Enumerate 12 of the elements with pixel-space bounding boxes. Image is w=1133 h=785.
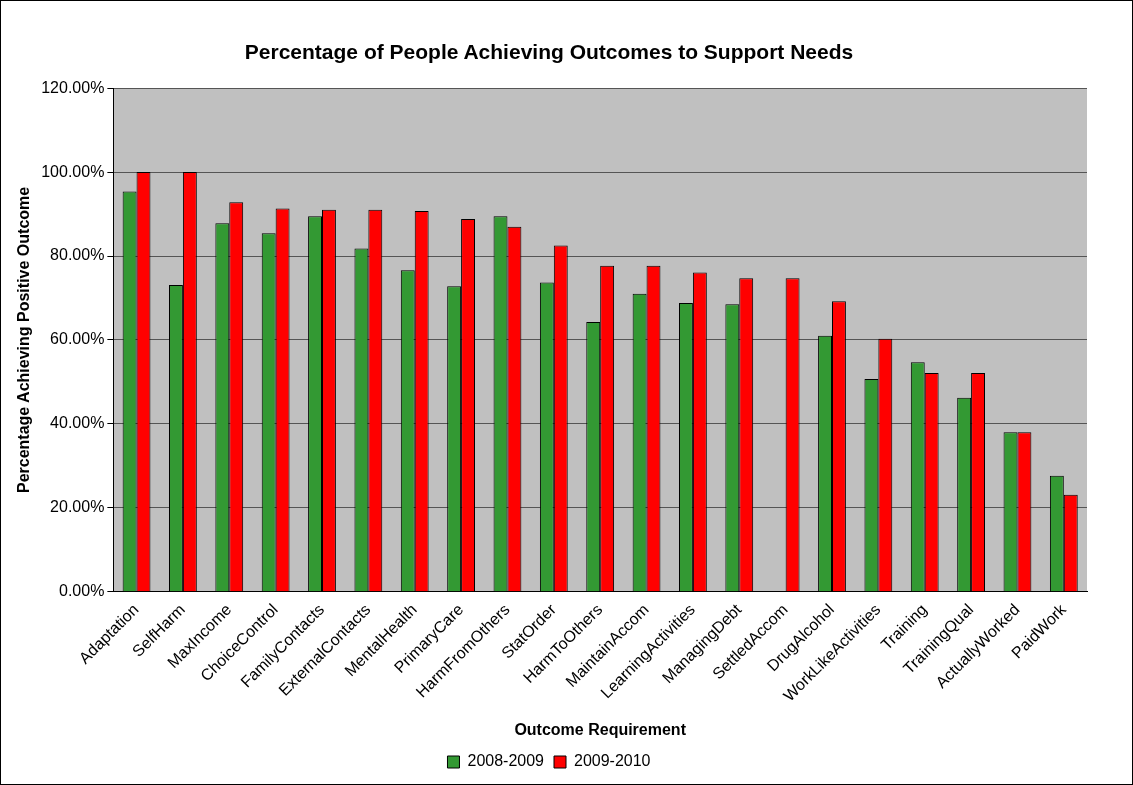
y-tick-label: 20.00% (50, 498, 105, 516)
x-axis-title: Outcome Requirement (514, 720, 687, 738)
chart-title: Percentage of People Achieving Outcomes to Support Needs (244, 40, 854, 64)
y-axis-title: Percentage Achieving Positive Outcome (15, 186, 33, 494)
y-tick-label: 60.00% (50, 330, 105, 348)
y-tick-label: 0.00% (58, 582, 105, 600)
y-tick-label: 120.00% (41, 78, 105, 96)
legend-label: 2009-2010 (574, 752, 651, 770)
legend-label: 2008-2009 (467, 752, 545, 770)
y-tick-label: 100.00% (41, 162, 105, 180)
y-tick-label: 40.00% (50, 414, 105, 432)
y-tick-label: 80.00% (50, 246, 105, 264)
